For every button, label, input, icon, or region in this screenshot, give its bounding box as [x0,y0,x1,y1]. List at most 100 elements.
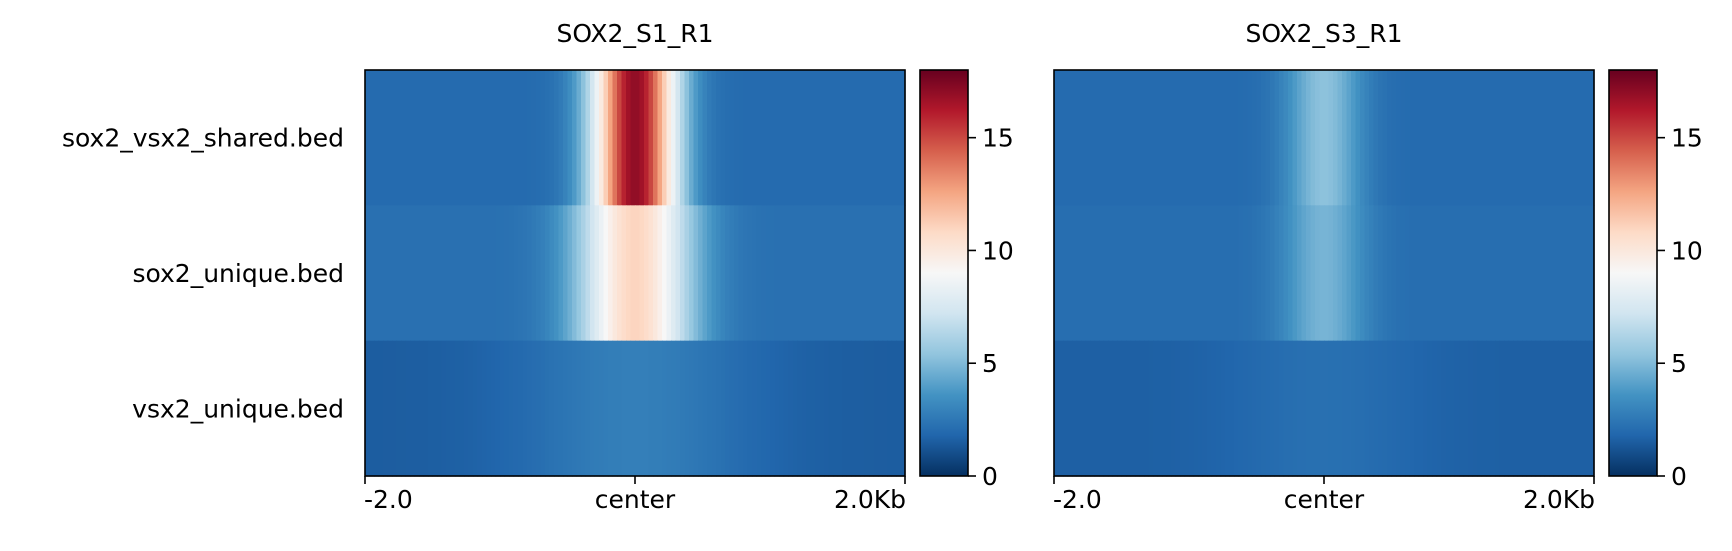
heatmap-cell [1373,340,1379,477]
heatmap-cell [662,340,668,477]
heatmap-cell [900,340,906,477]
heatmap-cell [617,70,623,206]
heatmap-cell [707,70,713,206]
heatmap-cell [441,205,447,342]
heatmap-cell [1144,340,1150,477]
heatmap-cell [1319,340,1325,477]
heatmap-cell [1391,205,1397,342]
heatmap-cell [1355,340,1361,477]
heatmap-cell [585,205,591,342]
heatmap-cell [1567,70,1573,206]
heatmap-cell [1387,70,1393,206]
heatmap-cell [1117,340,1123,477]
heatmap-cell [1585,340,1591,477]
heatmap-cell [1526,205,1532,342]
heatmap-cell [1184,70,1190,206]
heatmap-cell [513,205,519,342]
heatmap-cell [1355,70,1361,206]
heatmap-cell [1589,340,1595,477]
heatmap-cell [594,70,600,206]
heatmap-cell [1193,70,1199,206]
colorbar [1608,69,1658,477]
heatmap-cell [815,70,821,206]
heatmap-cell [1166,205,1172,342]
heatmap-cell [540,205,546,342]
heatmap-cell [410,340,416,477]
heatmap-cell [1585,70,1591,206]
heatmap-cell [1058,70,1064,206]
heatmap-cell [891,205,897,342]
heatmap-cell [585,340,591,477]
heatmap-cell [1121,70,1127,206]
heatmap-cell [1310,340,1316,477]
heatmap-cell [711,340,717,477]
heatmap-cell [1180,205,1186,342]
heatmap-cell [1153,70,1159,206]
panel-title: SOX2_S1_R1 [556,19,713,48]
heatmap-cell [549,70,555,206]
heatmap-cell [378,340,384,477]
heatmap-cell [518,70,524,206]
heatmap-cell [698,70,704,206]
heatmap-cell [1522,340,1528,477]
heatmap-cell [1193,205,1199,342]
heatmap-cell [1238,205,1244,342]
heatmap-cell [828,205,834,342]
heatmap-cell [1468,70,1474,206]
heatmap-cell [608,205,614,342]
heatmap-cell [756,205,762,342]
heatmap-cell [1436,205,1442,342]
heatmap-cell [545,340,551,477]
heatmap-cell [1202,340,1208,477]
heatmap-cell [468,70,474,206]
heatmap-cell [495,205,501,342]
heatmap-cell [662,70,668,206]
heatmap-cell [477,70,483,206]
heatmap-cell [1243,205,1249,342]
heatmap-cell [1409,205,1415,342]
heatmap-cell [518,340,524,477]
heatmap-cell [1450,205,1456,342]
heatmap-cell [675,70,681,206]
heatmap-cell [1495,205,1501,342]
heatmap-cell [617,205,623,342]
heatmap-cell [1148,340,1154,477]
heatmap-cell [747,70,753,206]
heatmap-cell [1571,70,1577,206]
heatmap-cell [662,205,668,342]
heatmap-cell [806,205,812,342]
heatmap-cell [1445,70,1451,206]
heatmap-cell [387,340,393,477]
heatmap-cell [374,340,380,477]
heatmap-cell [374,205,380,342]
heatmap-cell [392,70,398,206]
heatmap-cell [720,340,726,477]
heatmap-cell [635,205,641,342]
heatmap-cell [1355,205,1361,342]
heatmap-cell [1288,70,1294,206]
heatmap-cell [1427,340,1433,477]
heatmap-cell [396,205,402,342]
x-tick-label: -2.0 [364,485,413,514]
heatmap-cell [1193,340,1199,477]
heatmap-cell [1256,205,1262,342]
heatmap-cell [1265,205,1271,342]
heatmap-cell [720,70,726,206]
heatmap-cell [1090,205,1096,342]
heatmap-cell [851,340,857,477]
heatmap-cell [783,70,789,206]
heatmap-cell [621,205,627,342]
heatmap-cell [1211,340,1217,477]
heatmap-cell [734,70,740,206]
heatmap-cell [396,70,402,206]
heatmap-cell [1094,70,1100,206]
heatmap-cell [491,205,497,342]
x-tick-label: -2.0 [1053,485,1102,514]
heatmap-cell [437,340,443,477]
heatmap-cell [1490,340,1496,477]
heatmap-cell [527,205,533,342]
heatmap-cell [1351,340,1357,477]
heatmap-cell [401,340,407,477]
heatmap-cell [1229,205,1235,342]
heatmap-cell [1328,340,1334,477]
